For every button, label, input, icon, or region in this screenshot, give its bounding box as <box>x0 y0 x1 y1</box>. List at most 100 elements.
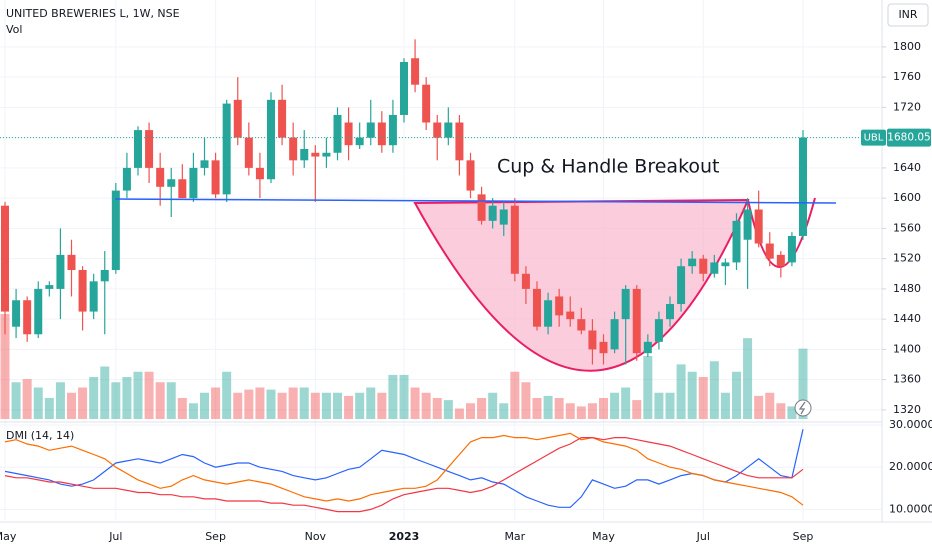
event-icon[interactable] <box>794 399 812 417</box>
y-tick-label: 1480 <box>893 282 921 295</box>
candle-body <box>156 167 165 187</box>
volume-bar <box>477 398 487 419</box>
chart-title: UNITED BREWERIES L, 1W, NSE <box>6 7 180 20</box>
volume-bar <box>144 371 154 419</box>
volume-bar <box>698 377 708 419</box>
volume-bar <box>211 387 221 419</box>
volume-bar <box>100 366 110 419</box>
volume-bar <box>200 392 209 419</box>
candle-body <box>488 205 497 221</box>
dmi-line <box>4 432 804 506</box>
candle-body <box>533 288 541 327</box>
candle-body <box>222 103 231 195</box>
y-tick-label: 1760 <box>893 70 921 83</box>
volume-bar <box>111 382 121 419</box>
volume-bar <box>255 387 265 419</box>
candle-body <box>566 311 575 320</box>
volume-bar <box>543 395 553 419</box>
candle-body <box>776 254 785 267</box>
x-tick-label: Jul <box>108 530 122 543</box>
candle-body <box>56 254 65 289</box>
candle-body <box>521 273 530 289</box>
volume-bar <box>377 392 387 419</box>
symbol-label: UBL <box>864 133 884 144</box>
candle-body <box>544 300 553 327</box>
y-tick-label: 1320 <box>893 403 921 416</box>
volume-bar <box>521 382 531 419</box>
volume-bar <box>587 403 597 419</box>
y-tick-label: 1600 <box>893 191 921 204</box>
candle-body <box>12 300 21 327</box>
candle-body <box>732 220 741 263</box>
volume-bar <box>610 392 620 419</box>
volume-bar <box>776 403 786 419</box>
candle-body <box>344 122 353 146</box>
candle-body <box>377 122 386 146</box>
candle-body <box>267 99 275 180</box>
cup-shape <box>413 198 750 372</box>
volume-bar <box>355 392 365 419</box>
volume-bar <box>743 338 753 419</box>
candle-body <box>167 179 176 187</box>
candle-body <box>666 304 674 320</box>
volume-bar <box>244 389 254 419</box>
volume-bar <box>432 398 442 419</box>
candle-body <box>122 167 131 191</box>
candle-body <box>688 258 697 267</box>
x-tick-label: Mar <box>504 530 525 543</box>
candle-body <box>799 137 807 236</box>
currency-box[interactable] <box>887 3 929 27</box>
candle-body <box>333 114 342 153</box>
candle-body <box>787 235 796 263</box>
candle-body <box>721 262 730 267</box>
candle-body <box>244 137 253 168</box>
volume-bar <box>532 398 542 419</box>
volume-bar <box>732 371 741 419</box>
candle-body <box>134 130 142 168</box>
volume-bar <box>621 387 631 419</box>
volume-bar <box>709 361 719 419</box>
price-badge <box>887 128 931 147</box>
candle-body <box>200 160 209 168</box>
candle-body <box>422 84 431 123</box>
volume-bar <box>454 408 464 419</box>
candle-body <box>433 122 442 138</box>
x-tick-label: Nov <box>305 530 327 543</box>
volume-bar <box>11 382 21 419</box>
candle-body <box>388 114 397 146</box>
candle-body <box>45 285 54 289</box>
volume-bar <box>466 403 475 419</box>
volume-bar <box>266 389 276 419</box>
candle-body <box>499 209 508 225</box>
candle-body <box>255 167 264 180</box>
candle-body <box>78 269 87 312</box>
candle-body <box>145 130 154 168</box>
candle-body <box>100 269 109 282</box>
candle-body <box>444 122 453 138</box>
candle-body <box>34 288 43 335</box>
volume-bar <box>233 392 243 419</box>
candle-body <box>355 137 364 146</box>
volume-bar <box>643 356 653 419</box>
event-bolt <box>798 401 806 415</box>
candle-body <box>477 194 486 221</box>
volume-bar <box>188 403 198 419</box>
dmi-tick-label: 20.0000 <box>889 460 932 473</box>
candle-body <box>654 319 663 342</box>
currency[interactable]: INR <box>898 8 917 21</box>
volume-bar <box>288 387 298 419</box>
volume-bar <box>720 392 730 419</box>
volume-bar <box>765 392 775 419</box>
y-tick-label: 1560 <box>893 221 921 234</box>
candle-body <box>89 281 98 312</box>
candle-body <box>178 179 187 199</box>
x-tick-label: May <box>592 530 615 543</box>
candle-body <box>67 254 76 270</box>
volume-bar <box>565 403 575 419</box>
resistance-line <box>114 198 837 204</box>
candle-body <box>211 160 220 195</box>
symbol-badge <box>861 129 886 146</box>
candle-body <box>710 262 719 274</box>
x-tick-label: 2023 <box>389 530 420 543</box>
